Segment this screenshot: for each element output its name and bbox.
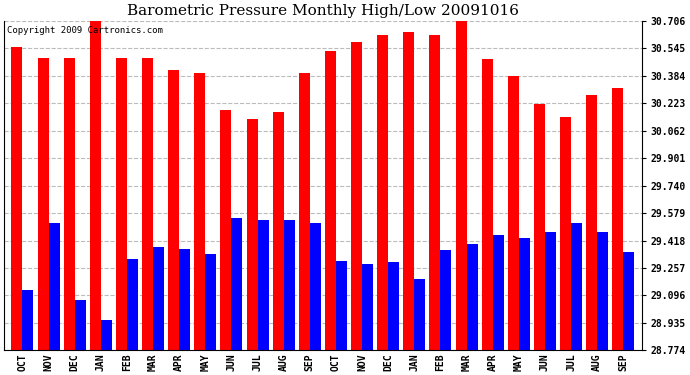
Bar: [623, 252, 634, 350]
Bar: [534, 104, 545, 350]
Bar: [273, 112, 284, 350]
Bar: [142, 58, 153, 350]
Bar: [116, 58, 127, 350]
Bar: [12, 47, 23, 350]
Bar: [299, 73, 310, 350]
Bar: [455, 18, 466, 350]
Title: Barometric Pressure Monthly High/Low 20091016: Barometric Pressure Monthly High/Low 200…: [127, 4, 519, 18]
Bar: [23, 290, 33, 350]
Bar: [75, 300, 86, 350]
Bar: [404, 32, 414, 350]
Bar: [221, 111, 231, 350]
Bar: [466, 244, 477, 350]
Bar: [597, 232, 608, 350]
Bar: [246, 119, 257, 350]
Bar: [429, 35, 440, 350]
Bar: [560, 117, 571, 350]
Bar: [493, 235, 504, 350]
Bar: [179, 249, 190, 350]
Bar: [310, 223, 321, 350]
Bar: [127, 259, 138, 350]
Bar: [414, 279, 425, 350]
Bar: [257, 220, 268, 350]
Bar: [571, 223, 582, 350]
Bar: [153, 247, 164, 350]
Bar: [48, 223, 59, 350]
Bar: [482, 59, 493, 350]
Bar: [388, 262, 399, 350]
Bar: [325, 51, 336, 350]
Bar: [362, 264, 373, 350]
Bar: [336, 261, 347, 350]
Bar: [284, 220, 295, 350]
Bar: [377, 35, 388, 350]
Bar: [440, 251, 451, 350]
Bar: [351, 42, 362, 350]
Bar: [37, 58, 48, 350]
Bar: [519, 238, 530, 350]
Bar: [545, 232, 556, 350]
Bar: [231, 218, 242, 350]
Bar: [206, 254, 216, 350]
Bar: [101, 320, 112, 350]
Bar: [612, 88, 623, 350]
Text: Copyright 2009 Cartronics.com: Copyright 2009 Cartronics.com: [8, 26, 164, 34]
Bar: [90, 18, 101, 350]
Bar: [168, 69, 179, 350]
Bar: [195, 73, 206, 350]
Bar: [508, 76, 519, 350]
Bar: [586, 95, 597, 350]
Bar: [63, 58, 75, 350]
